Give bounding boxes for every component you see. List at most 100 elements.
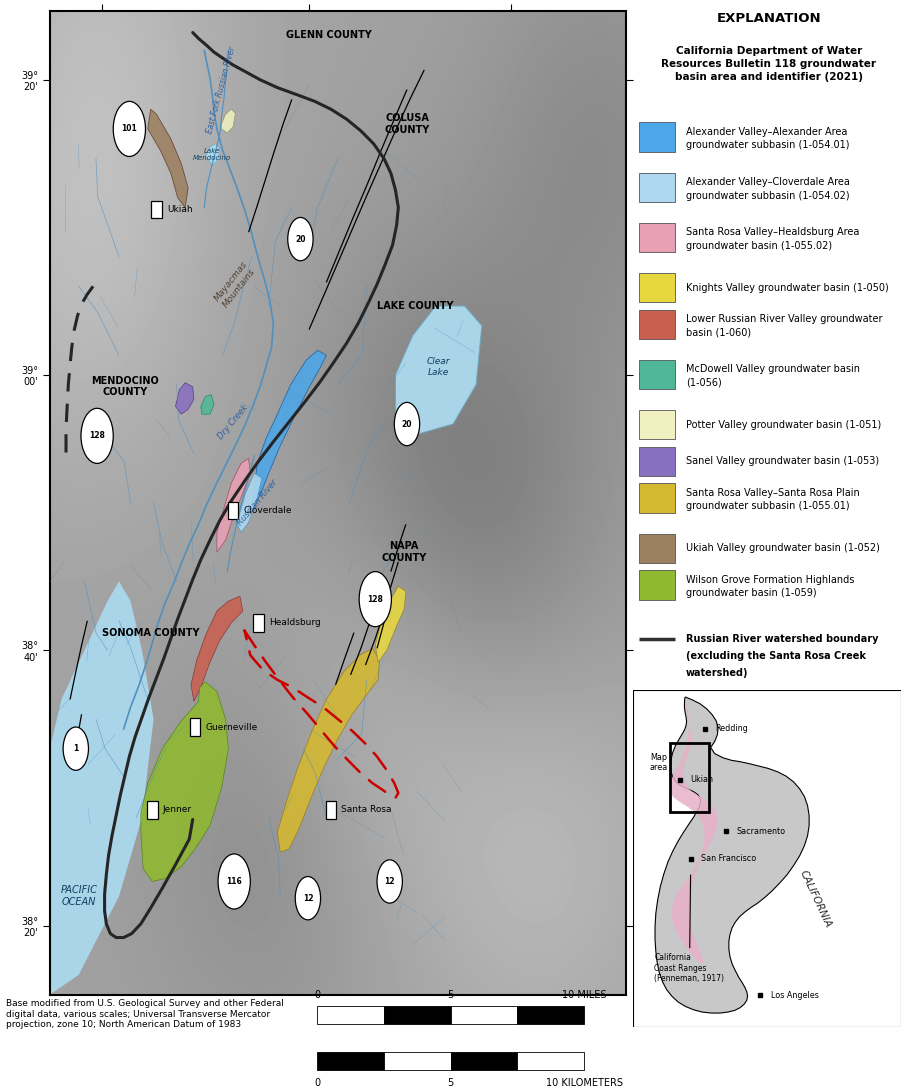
Polygon shape	[655, 697, 809, 1013]
Bar	[639, 223, 675, 252]
Text: 5: 5	[448, 1078, 454, 1087]
Circle shape	[377, 860, 403, 903]
Text: Santa Rosa: Santa Rosa	[341, 805, 392, 814]
Text: Alexander Valley–Cloverdale Area: Alexander Valley–Cloverdale Area	[686, 177, 850, 187]
Text: 20: 20	[402, 420, 412, 428]
Text: 128: 128	[367, 595, 384, 603]
Bar	[670, 744, 708, 812]
Text: 1: 1	[73, 745, 78, 753]
Circle shape	[296, 876, 320, 920]
Text: Lower Russian River Valley groundwater: Lower Russian River Valley groundwater	[686, 314, 883, 324]
Text: EXPLANATION: EXPLANATION	[717, 12, 821, 25]
Bar	[639, 360, 675, 389]
Text: San Francisco: San Francisco	[701, 854, 756, 863]
Text: Ukiah: Ukiah	[690, 775, 714, 784]
Text: Knights Valley groundwater basin (1-050): Knights Valley groundwater basin (1-050)	[686, 283, 889, 292]
Text: Clear
Lake: Clear Lake	[427, 358, 451, 377]
Circle shape	[395, 402, 420, 446]
Text: Russian River watershed boundary: Russian River watershed boundary	[686, 634, 878, 644]
Text: Cloverdale: Cloverdale	[243, 507, 292, 515]
Text: Alexander Valley–Alexander Area: Alexander Valley–Alexander Area	[686, 127, 847, 137]
Text: Sanel Valley groundwater basin (1-053): Sanel Valley groundwater basin (1-053)	[686, 457, 879, 466]
Polygon shape	[278, 648, 379, 852]
Polygon shape	[251, 350, 327, 513]
Text: Santa Rosa Creek watershed boundary: Santa Rosa Creek watershed boundary	[686, 700, 900, 711]
Bar	[147, 801, 158, 819]
Polygon shape	[141, 682, 229, 882]
Bar	[517, 1052, 584, 1071]
Text: 5: 5	[448, 990, 454, 1000]
Bar	[451, 1005, 517, 1024]
Text: MENDOCINO
COUNTY: MENDOCINO COUNTY	[91, 376, 159, 398]
Text: Wilson Grove Formation Highlands: Wilson Grove Formation Highlands	[686, 575, 854, 585]
Bar	[517, 1005, 584, 1024]
Bar	[639, 310, 675, 339]
Text: Ukiah: Ukiah	[167, 205, 192, 214]
Text: CALIFORNIA: CALIFORNIA	[797, 869, 833, 929]
Text: Santa Rosa Valley–Healdsburg Area: Santa Rosa Valley–Healdsburg Area	[686, 227, 859, 237]
Text: Mayacmas
Mountains: Mayacmas Mountains	[213, 260, 258, 310]
Text: Jenner: Jenner	[162, 805, 192, 814]
Text: Santa Rosa Valley–Santa Rosa Plain: Santa Rosa Valley–Santa Rosa Plain	[686, 488, 860, 498]
Text: Potter Valley groundwater basin (1-051): Potter Valley groundwater basin (1-051)	[686, 420, 881, 429]
Text: groundwater subbasin (1-055.01): groundwater subbasin (1-055.01)	[686, 501, 849, 511]
Text: Los Angeles: Los Angeles	[771, 990, 819, 1000]
Bar	[639, 447, 675, 476]
Circle shape	[359, 572, 392, 627]
Polygon shape	[148, 110, 188, 208]
Bar	[385, 1005, 451, 1024]
Text: Lake
Mendocino: Lake Mendocino	[193, 148, 231, 161]
Bar	[190, 719, 200, 736]
Polygon shape	[375, 586, 405, 662]
Bar	[639, 273, 675, 302]
Text: 20: 20	[295, 235, 306, 243]
Text: Dry Creek: Dry Creek	[216, 403, 250, 441]
Text: basin (1-060): basin (1-060)	[686, 327, 751, 338]
Text: COLUSA
COUNTY: COLUSA COUNTY	[385, 113, 430, 135]
Polygon shape	[221, 110, 235, 133]
Polygon shape	[395, 307, 482, 434]
Text: (1-056): (1-056)	[686, 377, 721, 388]
Bar	[639, 571, 675, 600]
Text: groundwater basin (1-059): groundwater basin (1-059)	[686, 588, 816, 598]
Text: Guerneville: Guerneville	[205, 723, 258, 732]
Polygon shape	[237, 473, 262, 533]
Text: PACIFIC
OCEAN: PACIFIC OCEAN	[60, 886, 97, 907]
Bar	[639, 173, 675, 202]
Polygon shape	[217, 459, 250, 552]
Text: SONOMA COUNTY: SONOMA COUNTY	[102, 627, 200, 638]
Text: 128: 128	[89, 432, 105, 440]
Circle shape	[288, 217, 313, 261]
Bar	[639, 484, 675, 513]
Bar	[151, 201, 161, 218]
Text: watershed): watershed)	[686, 669, 748, 678]
Polygon shape	[175, 383, 194, 414]
Text: Map
area: Map area	[649, 753, 668, 773]
Bar	[639, 410, 675, 439]
Bar	[639, 123, 675, 152]
Text: Redding: Redding	[716, 725, 748, 734]
Polygon shape	[670, 697, 717, 964]
Text: 10 KILOMETERS: 10 KILOMETERS	[546, 1078, 622, 1087]
Text: Healdsburg: Healdsburg	[268, 619, 320, 627]
Text: McDowell Valley groundwater basin: McDowell Valley groundwater basin	[686, 364, 860, 374]
Circle shape	[218, 854, 250, 909]
Text: 101: 101	[122, 124, 137, 134]
Circle shape	[113, 101, 145, 157]
Text: Base modified from U.S. Geological Survey and other Federal
digital data, variou: Base modified from U.S. Geological Surve…	[6, 999, 284, 1029]
Text: GLENN COUNTY: GLENN COUNTY	[287, 30, 372, 40]
Text: Faults (U.S. Geological Survey and: Faults (U.S. Geological Survey and	[686, 733, 876, 742]
Bar	[317, 1005, 385, 1024]
Polygon shape	[205, 143, 219, 165]
Text: California Department of Water
Resources Bulletin 118 groundwater
basin area and: California Department of Water Resources…	[661, 46, 876, 82]
Text: 0: 0	[315, 990, 320, 1000]
Text: California Geological Survey, 2019): California Geological Survey, 2019)	[686, 750, 880, 760]
Text: (excluding the Santa Rosa Creek: (excluding the Santa Rosa Creek	[686, 651, 865, 661]
Text: 12: 12	[385, 877, 395, 886]
Text: NAPA
COUNTY: NAPA COUNTY	[382, 541, 426, 563]
Bar	[639, 534, 675, 563]
Text: groundwater basin (1-055.02): groundwater basin (1-055.02)	[686, 240, 832, 251]
Polygon shape	[191, 596, 243, 701]
Text: groundwater subbasin (1-054.02): groundwater subbasin (1-054.02)	[686, 190, 849, 200]
Text: California
Coast Ranges
(Fenneman, 1917): California Coast Ranges (Fenneman, 1917)	[655, 875, 725, 983]
